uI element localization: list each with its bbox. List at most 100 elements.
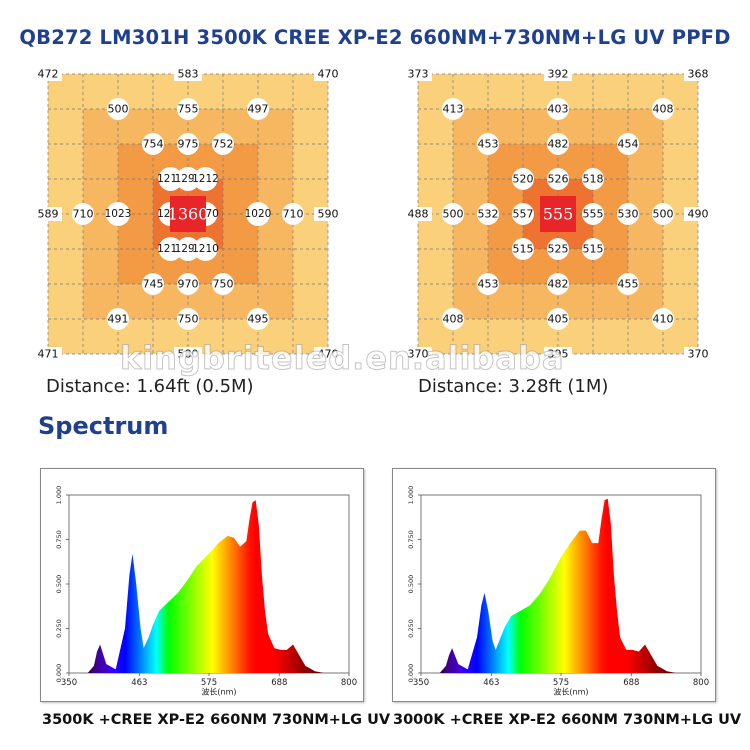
ppfd-value: 515 xyxy=(513,243,534,256)
edge-top: 392 xyxy=(548,68,569,81)
edge-right-bg xyxy=(684,207,712,221)
ppfd-point xyxy=(176,167,200,191)
y-tick-label: 0.000 xyxy=(407,664,415,683)
corner-top-right-bg xyxy=(684,67,712,81)
ppfd-value: 750 xyxy=(213,278,234,291)
edge-bottom-bg xyxy=(174,347,202,361)
ppfd-value: 745 xyxy=(143,278,164,291)
corner-bottom-left-bg xyxy=(404,347,432,361)
corner-bottom-left-bg xyxy=(34,347,62,361)
corner-top-right: 368 xyxy=(688,68,709,81)
spectrum-chart-3500k: 350 463 575 688 800 0.000 0.250 0.500 0.750 1.000… xyxy=(40,468,364,702)
ppfd-value: 1020 xyxy=(245,208,272,220)
ppfd-point xyxy=(477,273,499,295)
ppfd-point xyxy=(652,308,674,330)
ppfd-value: 520 xyxy=(513,173,534,186)
ppfd-value: 710 xyxy=(73,208,94,221)
ppfd-point xyxy=(477,133,499,155)
ppfd-value: 1212 xyxy=(192,173,219,185)
ppfd-value: 750 xyxy=(178,313,199,326)
ppfd-point xyxy=(547,308,569,330)
ppfd-value: 557 xyxy=(513,208,534,221)
ppfd-point xyxy=(176,237,200,261)
ppfd-value: 970 xyxy=(178,278,199,291)
x-tick-label: 800 xyxy=(693,678,709,688)
ppfd-point xyxy=(512,203,534,225)
ppfd-value: 495 xyxy=(248,313,269,326)
corner-bottom-right: 370 xyxy=(688,348,709,361)
ppfd-point xyxy=(617,133,639,155)
ppfd-value: 500 xyxy=(443,208,464,221)
ppfd-point xyxy=(142,273,164,295)
ppfd-point xyxy=(547,168,569,190)
ppfd-value: 500 xyxy=(653,208,674,221)
ppfd-center-box xyxy=(170,196,206,232)
x-tick-label: 350 xyxy=(413,678,429,688)
y-tick-label: 0.250 xyxy=(55,619,63,638)
ppfd-value: 1210 xyxy=(192,243,219,255)
ppfd-point xyxy=(442,308,464,330)
corner-bottom-right-bg xyxy=(314,347,342,361)
x-tick-label: 463 xyxy=(483,678,499,688)
x-tick-label: 575 xyxy=(553,678,569,688)
y-tick-label: 0.250 xyxy=(407,619,415,638)
ppfd-value: 482 xyxy=(548,278,569,291)
x-tick-label: 800 xyxy=(341,678,357,688)
ppfd-value: 532 xyxy=(478,208,499,221)
ppfd-point xyxy=(652,203,674,225)
ppfd-point xyxy=(212,133,234,155)
edge-bottom: 580 xyxy=(178,348,199,361)
ppfd-point xyxy=(282,203,304,225)
ppfd-value: 526 xyxy=(548,173,569,186)
corner-bottom-left: 471 xyxy=(38,348,59,361)
ppfd-point xyxy=(512,238,534,260)
corner-top-left: 373 xyxy=(408,68,429,81)
ppfd-value: 530 xyxy=(618,208,639,221)
ppfd-value: 454 xyxy=(618,138,639,151)
edge-top: 583 xyxy=(178,68,199,81)
ppfd-point xyxy=(582,238,604,260)
ppfd-value: 408 xyxy=(653,103,674,116)
ppfd-center-value: 555 xyxy=(543,205,574,224)
ppfd-value: 497 xyxy=(248,103,269,116)
ppfd-point xyxy=(246,202,270,226)
ppfd-point xyxy=(477,203,499,225)
ppfd-value: 518 xyxy=(583,173,604,186)
x-tick-label: 688 xyxy=(623,678,639,688)
edge-left-bg xyxy=(404,207,432,221)
ppfd-point xyxy=(212,273,234,295)
ppfd-point xyxy=(247,308,269,330)
watermark: kingbriteled.en.alibaba xyxy=(120,339,565,378)
ppfd-point xyxy=(158,237,183,261)
ppfd-point xyxy=(582,168,604,190)
ppfd-point xyxy=(107,308,129,330)
ppfd-point xyxy=(442,203,464,225)
ppfd-point xyxy=(547,98,569,120)
x-axis-label: 波长(nm) xyxy=(201,687,236,697)
ppfd-value: 453 xyxy=(478,138,499,151)
x-tick-label: 575 xyxy=(201,678,217,688)
edge-bottom-bg xyxy=(544,347,572,361)
ppfd-point xyxy=(547,238,569,260)
spectrum-caption-3000k: 3000K +CREE XP-E2 660NM 730NM+LG UV xyxy=(393,712,742,728)
ppfd-value: 403 xyxy=(548,103,569,116)
corner-top-left-bg xyxy=(34,67,62,81)
ppfd-value: 1023 xyxy=(105,208,132,220)
ppfd-point xyxy=(142,133,164,155)
edge-left-bg xyxy=(34,207,62,221)
ppfd-point xyxy=(617,203,639,225)
ppfd-value: 453 xyxy=(478,278,499,291)
y-tick-label: 0.500 xyxy=(407,575,415,594)
distance-label-1m: Distance: 3.28ft (1M) xyxy=(418,376,609,397)
ppfd-value: 482 xyxy=(548,138,569,151)
edge-top-bg xyxy=(174,67,202,81)
ppfd-center-value: 1360 xyxy=(168,205,209,224)
spectrum-curve xyxy=(421,498,701,673)
ppfd-point xyxy=(193,237,218,261)
ppfd-value: 405 xyxy=(548,313,569,326)
edge-right: 590 xyxy=(318,208,339,221)
ppfd-point xyxy=(547,133,569,155)
ppfd-map-1m: 373 368 370 370 392 395 488 490 413 403 408 453 482 4… xyxy=(404,67,712,361)
distance-label-0.5m: Distance: 1.64ft (0.5M) xyxy=(46,376,254,397)
ppfd-value: 408 xyxy=(443,313,464,326)
